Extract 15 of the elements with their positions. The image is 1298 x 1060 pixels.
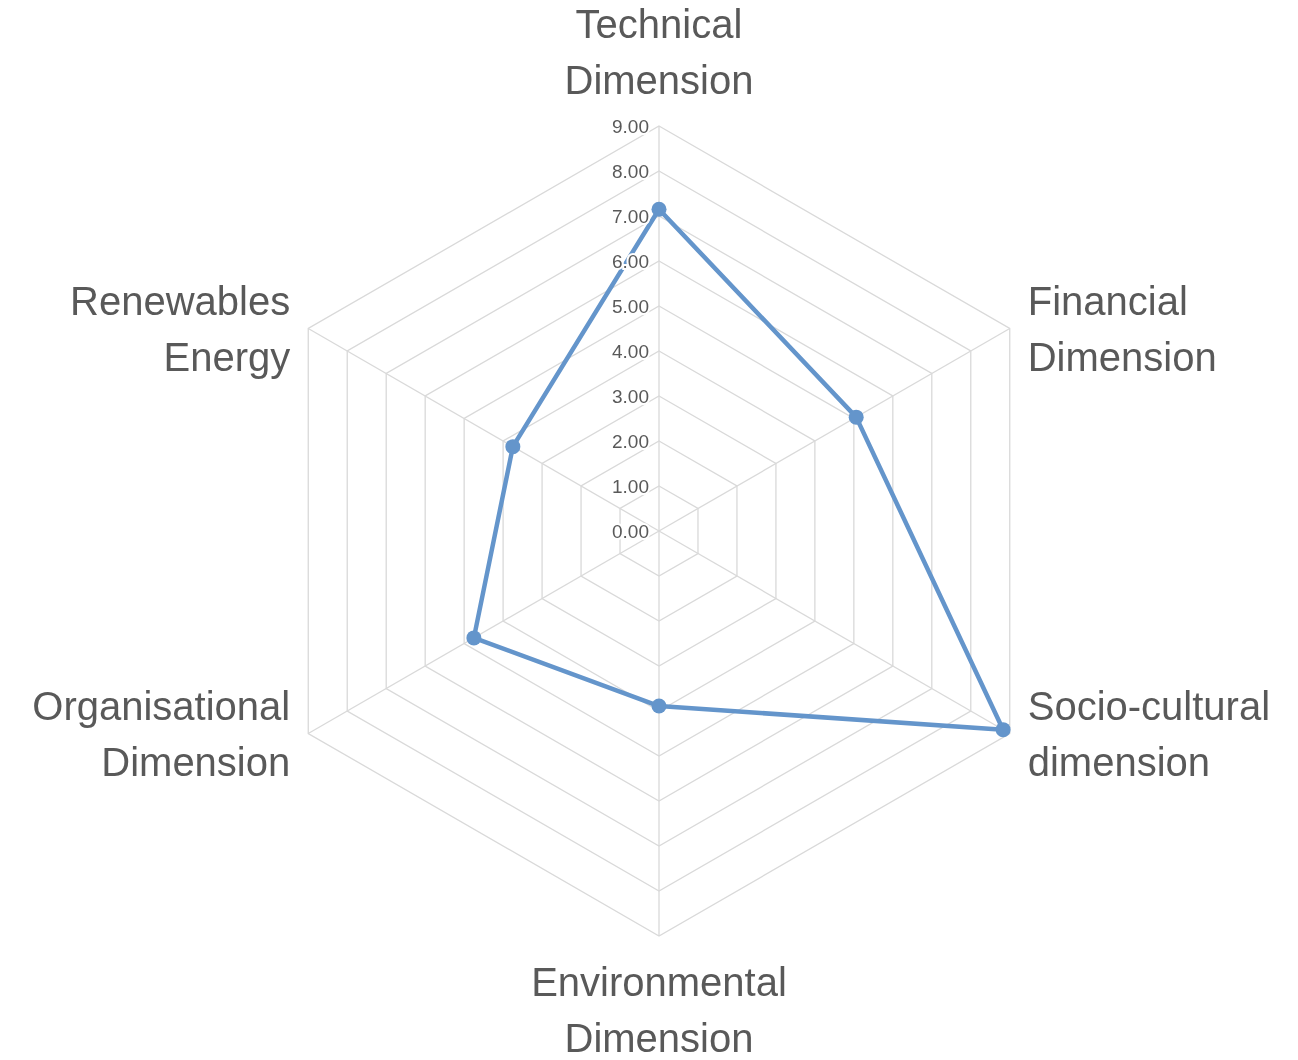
spoke-label: Organisational Dimension [32,683,291,784]
spoke-label: Technical Dimension [564,2,754,102]
y-tick-label: 1.00 [612,475,649,497]
spoke-label: Renewables Energy [70,278,291,379]
y-tick-label: 2.00 [612,430,649,452]
y-tick-label: 0.00 [612,520,649,542]
y-tick-label: 7.00 [612,205,649,227]
spoke-label: Financial Dimension [1027,278,1217,379]
y-tick-label: 4.00 [612,340,649,362]
spoke-label: Socio-cultural dimension [1027,683,1271,784]
spoke-label: Environmental Dimension [531,960,787,1060]
y-tick-label: 9.00 [612,115,649,137]
y-tick-label: 3.00 [612,385,649,407]
y-tick-label: 8.00 [612,160,649,182]
y-tick-label: 5.00 [612,295,649,317]
